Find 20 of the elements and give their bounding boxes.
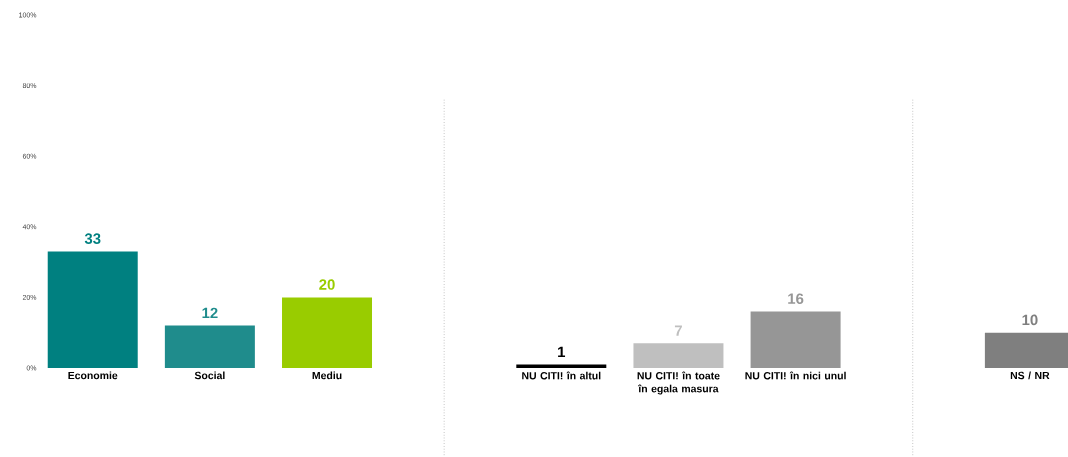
- data-label: 7: [674, 325, 682, 336]
- data-label: 12: [202, 307, 218, 319]
- data-label: 33: [84, 233, 101, 244]
- data-label: 10: [1022, 314, 1038, 326]
- x-tick-label: NU CITI! în nici unul: [745, 371, 846, 380]
- bar: [633, 343, 724, 368]
- bar: [47, 251, 138, 368]
- x-tick-label: NU CITI! în altul: [522, 371, 601, 380]
- x-tick-label: NS / NR: [1010, 371, 1050, 380]
- x-tick-label: Economie: [68, 371, 118, 380]
- x-tick-label: Social: [194, 371, 225, 380]
- bar: [282, 297, 373, 368]
- data-label: 1: [558, 346, 566, 357]
- data-label: 16: [788, 293, 804, 304]
- bar: [516, 364, 607, 368]
- x-tick-label: NU CITI! în toate în egala masura: [637, 371, 720, 395]
- x-tick-label: Mediu: [312, 371, 342, 380]
- data-label: 20: [319, 279, 335, 290]
- bar: [164, 325, 255, 368]
- bar: [750, 311, 841, 368]
